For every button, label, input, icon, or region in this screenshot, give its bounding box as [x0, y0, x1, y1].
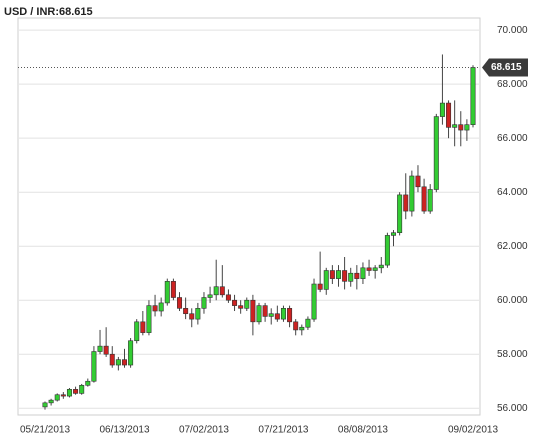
candle-body [342, 270, 348, 282]
y-tick-label: 56.000 [497, 403, 528, 414]
candle-body [79, 384, 85, 394]
candle-body [427, 189, 433, 212]
y-tick-label: 64.000 [497, 187, 528, 198]
candle-body [238, 305, 244, 309]
candle-body [97, 345, 103, 352]
candle-body [189, 313, 195, 320]
last-price-label: 68.615 [491, 62, 522, 73]
candle-body [452, 124, 458, 128]
candle-body [244, 299, 250, 309]
candle-body [299, 326, 305, 331]
candle-body [140, 321, 146, 333]
x-tick-label: 07/21/2013 [258, 425, 308, 436]
candle-body [458, 124, 464, 131]
candle-body [421, 186, 427, 212]
candle-body [66, 389, 72, 397]
candle-body [409, 175, 415, 212]
candle-body [164, 281, 170, 304]
candle-body [280, 308, 286, 320]
candle-body [446, 102, 452, 128]
candle-body [177, 297, 183, 309]
y-tick-label: 68.000 [497, 79, 528, 90]
candle-body [85, 380, 91, 386]
candle-body [268, 313, 274, 317]
candle-body [115, 359, 121, 366]
candle-body [262, 305, 268, 317]
x-tick-label: 08/08/2013 [338, 425, 388, 436]
candle-body [207, 294, 213, 298]
candle-body [464, 124, 470, 131]
y-tick-label: 60.000 [497, 295, 528, 306]
candle-body [60, 394, 66, 397]
last-price-box [482, 58, 528, 77]
candle-body [170, 281, 176, 298]
candle-body [335, 270, 341, 279]
x-tick-label: 07/02/2013 [179, 425, 229, 436]
candle-body [378, 264, 384, 269]
candle-body [195, 308, 201, 320]
candle-body [372, 267, 378, 271]
candle-body [256, 305, 262, 323]
candle-body [134, 321, 140, 342]
candle-body [42, 402, 48, 408]
y-tick-label: 58.000 [497, 349, 528, 360]
y-tick-label: 70.000 [497, 25, 528, 36]
y-tick-label: 66.000 [497, 133, 528, 144]
candle-body [403, 194, 409, 212]
candle-body [287, 308, 293, 323]
candle-body [391, 232, 397, 236]
candle-body [54, 394, 60, 401]
candle-body [274, 313, 280, 320]
x-tick-label: 09/02/2013 [448, 425, 498, 436]
candle-body [293, 321, 299, 331]
candle-body [213, 286, 219, 296]
candle-body [128, 340, 134, 366]
candle-body [311, 283, 317, 320]
candle-body [415, 175, 421, 188]
candle-body [397, 194, 403, 234]
candle-body [109, 353, 115, 366]
x-tick-label: 05/21/2013 [20, 425, 70, 436]
candle-body [103, 345, 109, 355]
chart-title: USD / INR:68.615 [4, 6, 93, 18]
candle-body [152, 305, 158, 312]
candle-body [250, 299, 256, 323]
candle-body [439, 102, 445, 117]
candle-body [48, 399, 54, 404]
candle-body [225, 294, 231, 301]
candle-body [348, 272, 354, 282]
candle-body [317, 283, 323, 290]
candle-body [91, 351, 97, 382]
candle-body [121, 359, 127, 366]
candle-body [360, 267, 366, 279]
candle-body [219, 286, 225, 296]
candle-body [146, 305, 152, 333]
candle-body [323, 270, 329, 290]
candle-body [73, 389, 79, 394]
candle-body [305, 318, 311, 328]
plot-frame [17, 17, 481, 416]
x-tick-label: 06/13/2013 [99, 425, 149, 436]
y-tick-label: 62.000 [497, 241, 528, 252]
candle-body [183, 308, 189, 315]
candle-body [470, 67, 476, 125]
candle-body [366, 267, 372, 271]
candle-body [158, 302, 164, 312]
candle-body [354, 272, 360, 279]
candle-body [433, 116, 439, 190]
candle-body [384, 235, 390, 266]
candle-body [232, 299, 238, 306]
candle-body [201, 297, 207, 309]
candle-body [329, 270, 335, 279]
